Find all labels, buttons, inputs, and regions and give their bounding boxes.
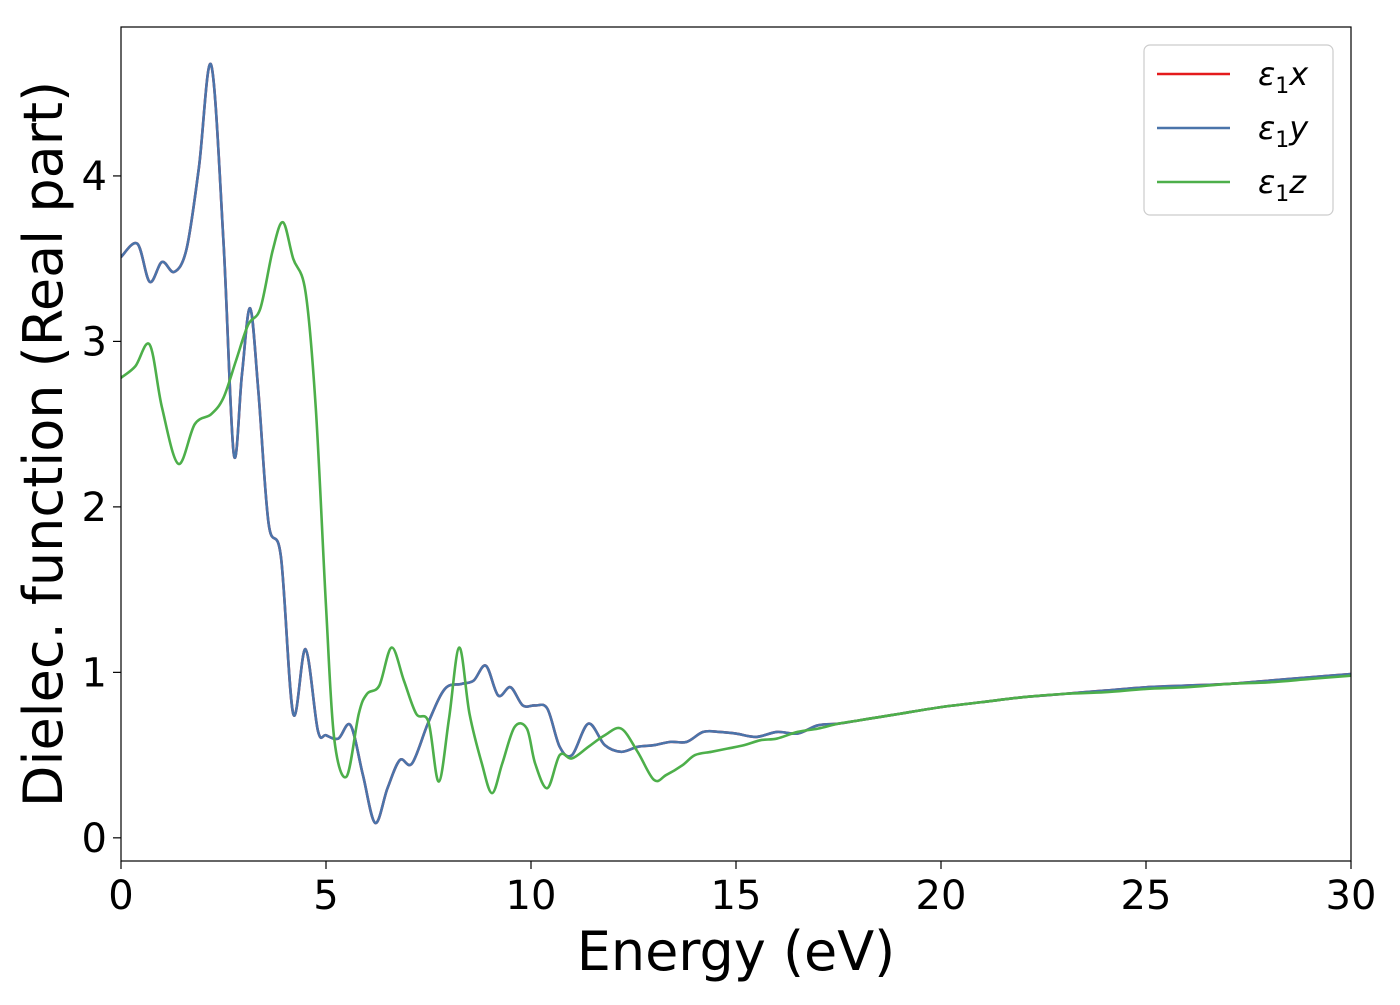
x-tick-label: 15 [711,873,762,919]
y-axis-title: Dielec. function (Real part) [12,81,75,807]
x-tick-label: 0 [108,873,133,919]
y-axis: 0 1 2 3 4 [82,154,121,862]
y-tick-label: 4 [82,154,107,200]
series-layer [121,62,1351,825]
legend-label: ε1z [1258,163,1307,207]
x-axis-title: Energy (eV) [577,920,896,983]
y-tick-label: 2 [82,485,107,531]
y-tick-label: 0 [82,816,107,862]
legend-label: ε1x [1258,55,1309,99]
x-tick-label: 25 [1121,873,1172,919]
x-tick-label: 10 [506,873,557,919]
legend-box [1143,44,1334,216]
x-tick-label: 5 [313,873,338,919]
legend: ε1x ε1y ε1z [1143,44,1334,216]
x-tick-label: 20 [916,873,967,919]
legend-label: ε1y [1258,109,1309,153]
x-tick-label: 30 [1326,873,1377,919]
y-tick-label: 1 [82,650,107,696]
x-axis: 0 5 10 15 20 25 30 [108,861,1376,919]
series-line-z [121,220,1351,795]
y-tick-label: 3 [82,319,107,365]
